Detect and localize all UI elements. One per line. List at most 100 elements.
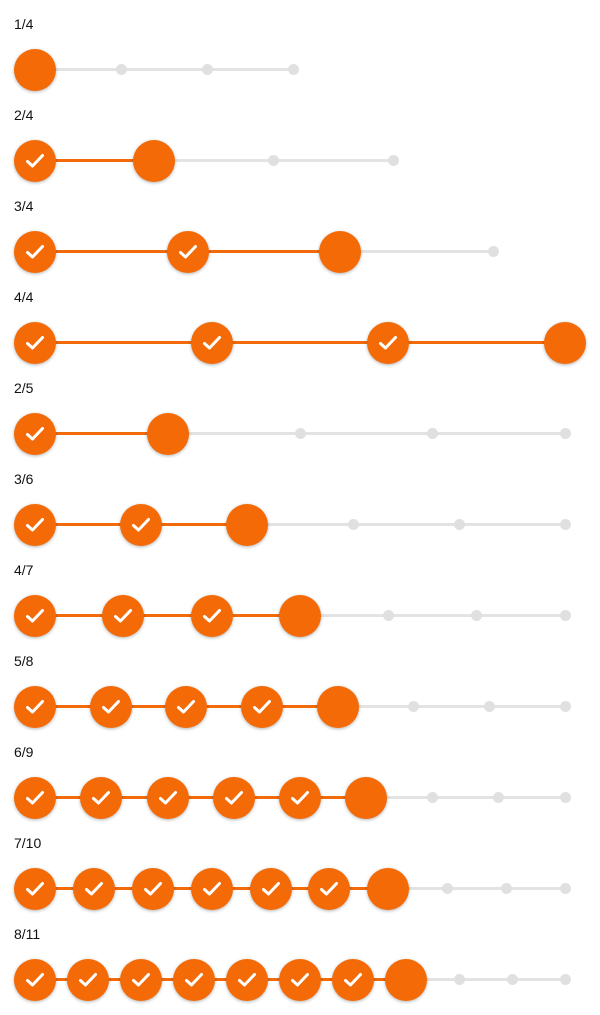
stepper-track-upcoming xyxy=(366,796,433,799)
step-upcoming xyxy=(294,428,306,439)
check-icon xyxy=(261,882,280,896)
check-icon xyxy=(238,973,256,987)
stepper-track-completed xyxy=(141,523,247,526)
step-completed xyxy=(72,868,115,910)
step-completed xyxy=(67,959,109,1001)
step-upcoming xyxy=(453,519,465,530)
stepper: 5/8 xyxy=(0,637,600,728)
check-icon xyxy=(26,700,44,714)
stepper-track-completed xyxy=(93,887,153,890)
stepper: 4/7 xyxy=(0,546,600,637)
step-upcoming xyxy=(500,883,512,894)
step-completed xyxy=(120,504,162,546)
check-icon xyxy=(291,973,309,987)
stepper-track-upcoming xyxy=(35,68,121,71)
stepper-progress-label: 4/4 xyxy=(14,289,34,305)
stepper-track-completed xyxy=(211,887,271,890)
stepper-track-completed xyxy=(167,796,234,799)
step-completed xyxy=(14,595,56,637)
stepper-track-completed xyxy=(110,705,187,708)
stepper-track-upcoming xyxy=(207,68,293,71)
stepper: 2/5 xyxy=(0,364,600,455)
step-completed xyxy=(367,322,410,364)
step-completed xyxy=(14,868,56,910)
step-upcoming xyxy=(559,974,571,985)
step-upcoming xyxy=(427,428,438,439)
stepper-track-upcoming xyxy=(432,432,565,435)
stepper-track-upcoming xyxy=(406,978,459,981)
stepper-track-upcoming xyxy=(388,887,448,890)
stepper-progress-label: 2/5 xyxy=(14,380,34,396)
stepper-progress-label: 5/8 xyxy=(14,653,34,669)
step-completed xyxy=(14,959,56,1001)
stepper-track-completed xyxy=(35,159,155,162)
step-upcoming xyxy=(506,974,518,985)
step-completed xyxy=(14,777,56,819)
stepper-track-upcoming xyxy=(353,523,459,526)
step-upcoming xyxy=(483,701,495,712)
stepper-progress-label: 6/9 xyxy=(14,744,34,760)
stepper-track-completed xyxy=(141,978,194,981)
check-icon xyxy=(26,609,44,623)
step-completed xyxy=(14,322,56,364)
stepper: 3/4 xyxy=(0,182,600,273)
step-upcoming xyxy=(559,792,571,803)
step-completed xyxy=(241,686,284,728)
stepper-progress-label: 7/10 xyxy=(14,835,42,851)
step-upcoming xyxy=(453,974,465,985)
stepper-track-upcoming xyxy=(121,68,207,71)
check-icon xyxy=(178,245,197,259)
stepper: 4/4 xyxy=(0,273,600,364)
step-current xyxy=(385,959,427,1001)
check-icon xyxy=(26,973,44,987)
step-upcoming xyxy=(347,519,359,530)
step-completed xyxy=(146,777,189,819)
check-icon xyxy=(84,882,103,896)
stepper-track-completed xyxy=(353,978,406,981)
stepper-track-completed xyxy=(262,705,338,708)
step-completed xyxy=(332,959,374,1001)
stepper-track-upcoming xyxy=(512,978,565,981)
step-completed xyxy=(190,868,233,910)
stepper-track-completed xyxy=(388,341,565,344)
step-upcoming xyxy=(387,155,399,166)
step-upcoming xyxy=(493,792,505,803)
stepper-progress-label: 8/11 xyxy=(14,926,41,942)
check-icon xyxy=(79,973,97,987)
step-current xyxy=(279,595,321,637)
check-icon xyxy=(344,973,362,987)
step-upcoming xyxy=(559,428,571,439)
check-icon xyxy=(291,791,309,805)
stepper-track-completed xyxy=(88,978,141,981)
check-icon xyxy=(202,882,221,896)
step-upcoming xyxy=(201,64,213,75)
stepper-track-completed xyxy=(300,796,367,799)
check-icon xyxy=(101,700,120,714)
stepper-track-upcoming xyxy=(459,978,512,981)
check-icon xyxy=(224,791,243,805)
step-completed xyxy=(120,959,162,1001)
check-icon xyxy=(26,882,44,896)
stepper-track-completed xyxy=(123,614,212,617)
stepper-track-upcoming xyxy=(300,432,433,435)
check-icon xyxy=(26,245,44,259)
step-completed xyxy=(14,231,56,273)
stepper-track-completed xyxy=(211,614,300,617)
stepper-track-completed xyxy=(35,523,141,526)
step-upcoming xyxy=(487,246,499,257)
step-current xyxy=(544,322,586,364)
stepper-track-completed xyxy=(101,796,168,799)
stepper-progress-label: 1/4 xyxy=(14,16,34,32)
stepper-track-upcoming xyxy=(447,887,507,890)
stepper-track-completed xyxy=(35,887,94,890)
step-current xyxy=(146,413,189,455)
check-icon xyxy=(114,609,133,623)
stepper-track-completed xyxy=(35,341,212,344)
step-upcoming xyxy=(268,155,280,166)
check-icon xyxy=(26,336,44,350)
step-upcoming xyxy=(559,701,571,712)
check-icon xyxy=(320,882,339,896)
step-completed xyxy=(173,959,215,1001)
check-icon xyxy=(185,973,203,987)
step-upcoming xyxy=(471,610,483,621)
